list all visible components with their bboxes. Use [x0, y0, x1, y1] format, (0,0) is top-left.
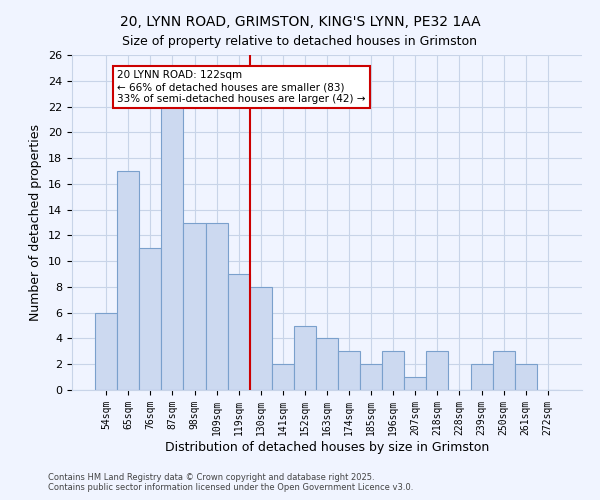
Bar: [184, 222, 206, 390]
Text: Contains HM Land Registry data © Crown copyright and database right 2025.
Contai: Contains HM Land Registry data © Crown c…: [48, 473, 413, 492]
Bar: [294, 326, 316, 390]
Bar: [316, 338, 338, 390]
Bar: [206, 222, 227, 390]
Text: Size of property relative to detached houses in Grimston: Size of property relative to detached ho…: [122, 35, 478, 48]
Bar: [250, 287, 272, 390]
Bar: [139, 248, 161, 390]
Text: 20, LYNN ROAD, GRIMSTON, KING'S LYNN, PE32 1AA: 20, LYNN ROAD, GRIMSTON, KING'S LYNN, PE…: [119, 15, 481, 29]
Bar: [338, 352, 360, 390]
Bar: [95, 312, 117, 390]
Bar: [470, 364, 493, 390]
Bar: [117, 171, 139, 390]
Bar: [227, 274, 250, 390]
Bar: [272, 364, 294, 390]
Bar: [427, 352, 448, 390]
Bar: [161, 106, 184, 390]
Bar: [360, 364, 382, 390]
Y-axis label: Number of detached properties: Number of detached properties: [29, 124, 43, 321]
Bar: [404, 377, 427, 390]
Bar: [382, 352, 404, 390]
X-axis label: Distribution of detached houses by size in Grimston: Distribution of detached houses by size …: [165, 440, 489, 454]
Text: 20 LYNN ROAD: 122sqm
← 66% of detached houses are smaller (83)
33% of semi-detac: 20 LYNN ROAD: 122sqm ← 66% of detached h…: [117, 70, 366, 104]
Bar: [515, 364, 537, 390]
Bar: [493, 352, 515, 390]
